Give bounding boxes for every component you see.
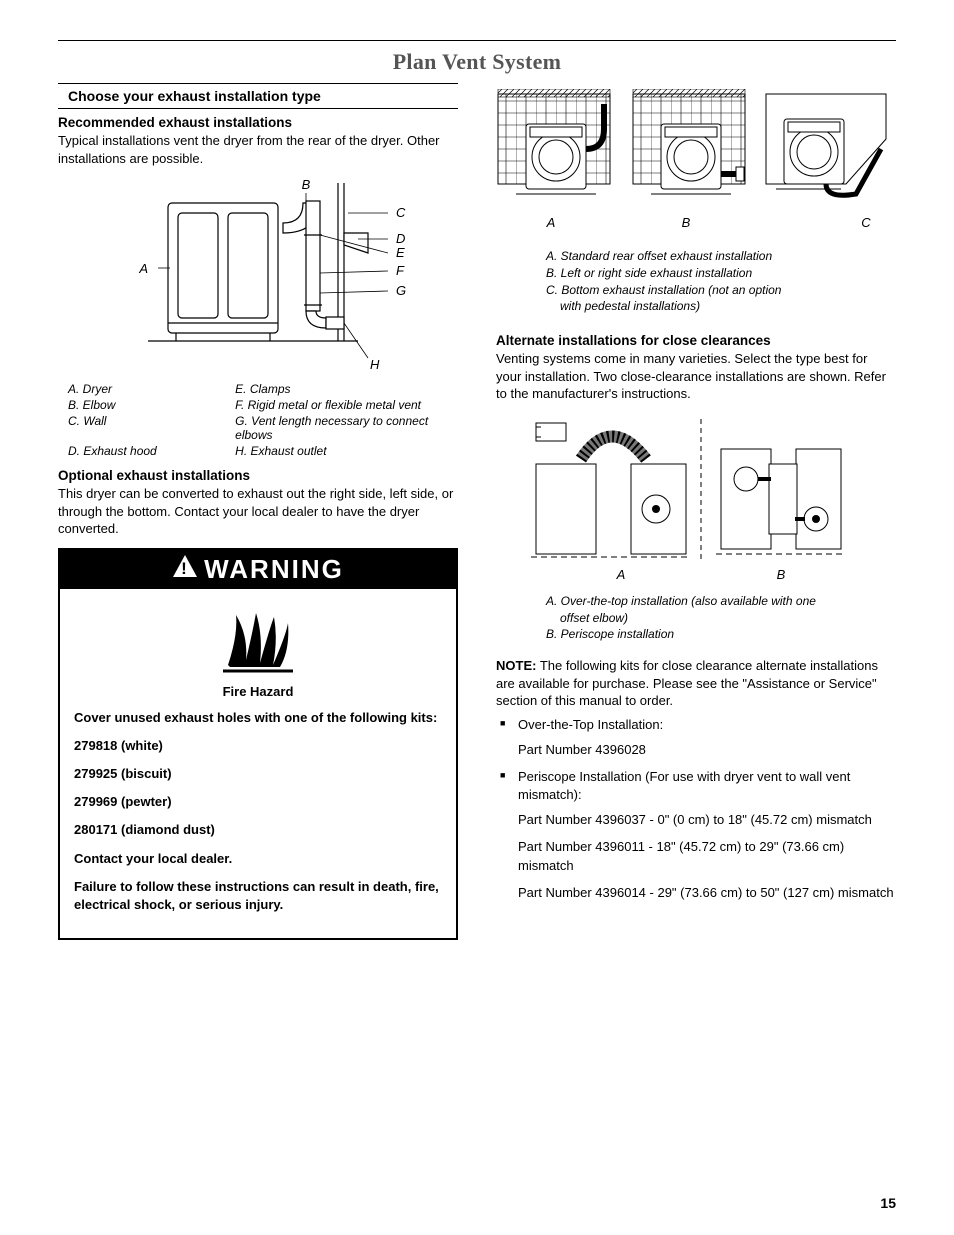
leg-F: F. Rigid metal or flexible metal vent bbox=[235, 398, 458, 412]
alt-lbl-A: A bbox=[616, 567, 626, 582]
lbl-H: H bbox=[370, 357, 380, 372]
kit-list: Over-the-Top Installation: bbox=[496, 716, 896, 735]
recommended-diagram: A B C D E F G H bbox=[58, 173, 458, 376]
lbl-E: E bbox=[396, 245, 405, 260]
inst-leg-A: A. Standard rear offset exhaust installa… bbox=[546, 248, 896, 265]
alt-leg-B: B. Periscope installation bbox=[546, 626, 896, 643]
warn-line-2: 279925 (biscuit) bbox=[74, 765, 442, 783]
leg-D: D. Exhaust hood bbox=[68, 444, 227, 458]
inst-leg-Ccont: with pedestal installations) bbox=[546, 298, 896, 315]
optional-body: This dryer can be converted to exhaust o… bbox=[58, 485, 458, 538]
flame-icon bbox=[74, 605, 442, 678]
inst-leg-C: C. Bottom exhaust installation (not an o… bbox=[546, 282, 896, 299]
lbl-F: F bbox=[396, 263, 405, 278]
recommended-head: Recommended exhaust installations bbox=[58, 115, 458, 130]
page-title: Plan Vent System bbox=[58, 49, 896, 75]
note-rest: The following kits for close clearance a… bbox=[496, 658, 878, 708]
lbl-D: D bbox=[396, 231, 405, 246]
inst-lbl-B: B bbox=[682, 215, 691, 230]
alternate-head: Alternate installations for close cleara… bbox=[496, 333, 896, 348]
warn-line-0: Cover unused exhaust holes with one of t… bbox=[74, 709, 442, 727]
svg-text:!: ! bbox=[181, 559, 189, 578]
kit-bullet-2-sub2: Part Number 4396014 - 29" (73.66 cm) to … bbox=[518, 884, 896, 903]
alternate-diagram: A B bbox=[526, 409, 896, 587]
alternate-legend: A. Over-the-top installation (also avail… bbox=[546, 593, 896, 643]
install-options-figure: A B C bbox=[496, 89, 896, 242]
inst-lbl-A: A bbox=[546, 215, 556, 230]
columns: Choose your exhaust installation type Re… bbox=[58, 83, 896, 940]
lbl-A: A bbox=[138, 261, 148, 276]
kit-bullet-2-sub1: Part Number 4396011 - 18" (45.72 cm) to … bbox=[518, 838, 896, 876]
kit-bullet-1-sub: Part Number 4396028 bbox=[518, 741, 896, 760]
kit-bullet-2-sub0: Part Number 4396037 - 0" (0 cm) to 18" (… bbox=[518, 811, 896, 830]
inst-leg-B: B. Left or right side exhaust installati… bbox=[546, 265, 896, 282]
optional-head: Optional exhaust installations bbox=[58, 468, 458, 483]
warn-line-3: 279969 (pewter) bbox=[74, 793, 442, 811]
warn-line-4: 280171 (diamond dust) bbox=[74, 821, 442, 839]
leg-A: A. Dryer bbox=[68, 382, 227, 396]
note-paragraph: NOTE: The following kits for close clear… bbox=[496, 657, 896, 710]
alt-lbl-B: B bbox=[777, 567, 786, 582]
lbl-C: C bbox=[396, 205, 406, 220]
warn-line-6: Failure to follow these instructions can… bbox=[74, 878, 442, 914]
top-rule bbox=[58, 40, 896, 41]
lbl-G: G bbox=[396, 283, 406, 298]
warning-title: WARNING bbox=[204, 554, 344, 585]
alt-leg-Acont: offset elbow) bbox=[546, 610, 896, 627]
kit-list-2: Periscope Installation (For use with dry… bbox=[496, 768, 896, 806]
warning-box: ! WARNING Fire Hazard Cover unused exhau… bbox=[58, 548, 458, 941]
alt-leg-A: A. Over-the-top installation (also avail… bbox=[546, 593, 896, 610]
left-column: Choose your exhaust installation type Re… bbox=[58, 83, 458, 940]
install-legend: A. Standard rear offset exhaust installa… bbox=[546, 248, 896, 315]
leg-B: B. Elbow bbox=[68, 398, 227, 412]
lbl-B: B bbox=[302, 177, 311, 192]
leg-H: H. Exhaust outlet bbox=[235, 444, 458, 458]
warning-triangle-icon: ! bbox=[172, 554, 198, 585]
leg-E: E. Clamps bbox=[235, 382, 458, 396]
warn-line-5: Contact your local dealer. bbox=[74, 850, 442, 868]
warning-body: Fire Hazard Cover unused exhaust holes w… bbox=[60, 589, 456, 939]
warning-bar: ! WARNING bbox=[60, 550, 456, 589]
recommended-legend: A. Dryer E. Clamps B. Elbow F. Rigid met… bbox=[68, 382, 458, 458]
warn-line-1: 279818 (white) bbox=[74, 737, 442, 755]
recommended-body: Typical installations vent the dryer fro… bbox=[58, 132, 458, 167]
alternate-body: Venting systems come in many varieties. … bbox=[496, 350, 896, 403]
leg-G: G. Vent length necessary to connect elbo… bbox=[235, 414, 458, 442]
note-bold: NOTE: bbox=[496, 658, 536, 673]
right-column: A B C A. Standard rear offset exhaust in… bbox=[496, 83, 896, 940]
kit-bullet-2: Periscope Installation (For use with dry… bbox=[496, 768, 896, 806]
kit-bullet-1: Over-the-Top Installation: bbox=[496, 716, 896, 735]
page-number: 15 bbox=[880, 1195, 896, 1211]
section-head: Choose your exhaust installation type bbox=[58, 83, 458, 109]
hazard-label: Fire Hazard bbox=[74, 684, 442, 699]
leg-C: C. Wall bbox=[68, 414, 227, 442]
inst-lbl-C: C bbox=[861, 215, 871, 230]
